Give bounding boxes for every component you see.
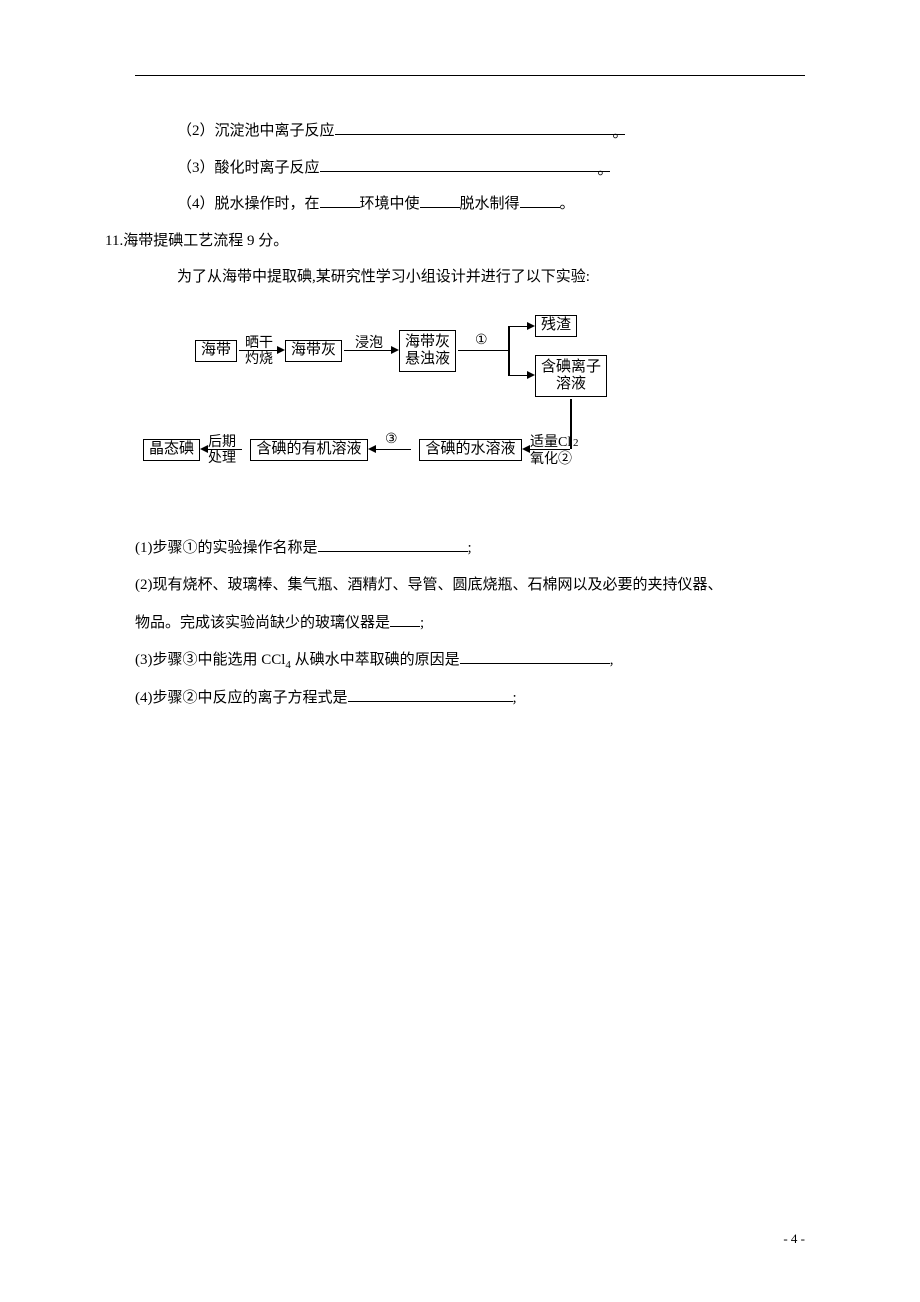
sq3-prefix: (3)步骤③中能选用 CCl xyxy=(135,652,285,668)
question-3-line: （3）酸化时离子反应 xyxy=(177,151,805,186)
question-2-period xyxy=(613,120,625,135)
question-11-title: 海带提碘工艺流程 9 分。 xyxy=(123,233,288,249)
arrow-3-top-line xyxy=(508,326,527,328)
arrow-2-line xyxy=(344,350,391,352)
question-11-number: 11. xyxy=(105,233,123,249)
sq3-blank xyxy=(460,649,610,664)
sub-question-2-line2: 物品。完成该实验尚缺少的玻璃仪器是; xyxy=(135,605,805,643)
arrow-1-head xyxy=(277,346,285,354)
question-3-blank xyxy=(320,157,598,172)
question-11-root: 11.海带提碘工艺流程 9 分。 xyxy=(105,224,805,259)
question-3-label: （3）酸化时离子反应 xyxy=(177,160,320,176)
arrow-diany-left xyxy=(530,449,570,451)
page-number: - 4 - xyxy=(783,1231,805,1247)
question-2-blank xyxy=(335,120,613,135)
question-2-line: （2）沉淀池中离子反应 xyxy=(177,114,805,149)
arrow-6-line xyxy=(208,449,242,451)
top-horizontal-rule xyxy=(135,75,805,76)
question-4-blank-1 xyxy=(320,193,360,208)
sub-question-1: (1)步骤①的实验操作名称是; xyxy=(135,530,805,568)
arrow-3-bot-head xyxy=(527,371,535,379)
sq1-suffix: ; xyxy=(468,540,472,556)
sq4-prefix: (4)步骤②中反应的离子方程式是 xyxy=(135,690,348,706)
arrow-3-top-head xyxy=(527,322,535,330)
arrow-2-head xyxy=(391,346,399,354)
flow-box-canzha: 残渣 xyxy=(535,315,577,337)
question-2-label: （2）沉淀池中离子反应 xyxy=(177,123,335,139)
sq4-suffix: ; xyxy=(513,690,517,706)
arrow-diany-head xyxy=(522,445,530,453)
arrow-diany-down xyxy=(570,399,572,449)
flow-box-haidai: 海带 xyxy=(195,340,237,362)
page-container: （2）沉淀池中离子反应 （3）酸化时离子反应 （4）脱水操作时，在 环境中使 脱水制… xyxy=(0,0,920,1302)
flow-box-diany: 含碘离子溶液 xyxy=(535,355,607,397)
question-4-prefix: （4）脱水操作时，在 xyxy=(177,196,320,212)
question-4-line: （4）脱水操作时，在 环境中使 脱水制得 。 xyxy=(177,187,805,222)
flow-label-circle1: ① xyxy=(475,332,488,349)
flow-label-jinpao: 浸泡 xyxy=(355,332,383,352)
flow-label-cl2sub: 2 xyxy=(573,437,579,449)
flow-label-yanghua: 氧化② xyxy=(530,448,572,468)
sq2-line2-prefix: 物品。完成该实验尚缺少的玻璃仪器是 xyxy=(135,615,390,631)
sq3-suffix: , xyxy=(610,652,614,668)
sq1-prefix: (1)步骤①的实验操作名称是 xyxy=(135,540,318,556)
arrow-5-head xyxy=(368,445,376,453)
arrow-3-bot-line xyxy=(508,375,527,377)
question-3-period xyxy=(598,157,610,172)
sub-question-4: (4)步骤②中反应的离子方程式是; xyxy=(135,680,805,718)
sub-question-2-line1: (2)现有烧杯、玻璃棒、集气瓶、酒精灯、导管、圆底烧瓶、石棉网以及必要的夹持仪器… xyxy=(135,567,805,605)
sq3-mid: 从碘水中萃取碘的原因是 xyxy=(291,652,460,668)
sq2-blank xyxy=(390,612,420,627)
flowchart: 海带 海带灰 海带灰悬浊液 残渣 含碘离子溶液 晶态碘 含碘的有机溶液 含碘的水… xyxy=(195,315,635,475)
question-4-punctuation: 。 xyxy=(560,196,575,212)
sq2-line1: (2)现有烧杯、玻璃棒、集气瓶、酒精灯、导管、圆底烧瓶、石棉网以及必要的夹持仪器… xyxy=(135,577,723,593)
question-4-mid2: 脱水制得 xyxy=(460,196,520,212)
sq1-blank xyxy=(318,537,468,552)
question-11-intro-text: 为了从海带中提取碘,某研究性学习小组设计并进行了以下实验: xyxy=(177,269,590,285)
flow-box-jingti: 晶态碘 xyxy=(143,439,200,461)
flow-box-youji: 含碘的有机溶液 xyxy=(250,439,368,461)
arrow-3-line xyxy=(458,350,508,352)
question-4-blank-3 xyxy=(520,193,560,208)
sq2-suffix: ; xyxy=(420,615,424,631)
arrow-6-head xyxy=(200,445,208,453)
sq4-blank xyxy=(348,687,513,702)
flow-box-haidaihui: 海带灰 xyxy=(285,340,342,362)
question-4-mid1: 环境中使 xyxy=(360,196,420,212)
arrow-5-line xyxy=(376,449,411,451)
flow-box-xuanzhuo: 海带灰悬浊液 xyxy=(399,330,456,372)
flow-box-shuirong: 含碘的水溶液 xyxy=(419,439,522,461)
question-11-intro: 为了从海带中提取碘,某研究性学习小组设计并进行了以下实验: xyxy=(177,260,805,295)
arrow-1-line xyxy=(239,350,277,352)
flow-label-circle3: ③ xyxy=(385,431,398,448)
arrow-3-branch-v xyxy=(508,326,510,376)
sub-question-3: (3)步骤③中能选用 CCl4 从碘水中萃取碘的原因是, xyxy=(135,642,805,680)
question-4-blank-2 xyxy=(420,193,460,208)
